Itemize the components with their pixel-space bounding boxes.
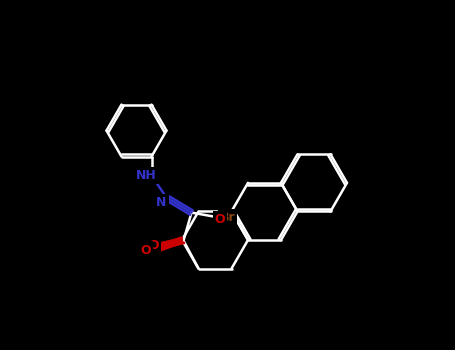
Text: Br: Br (220, 211, 235, 224)
Text: O: O (148, 239, 159, 252)
Text: NH: NH (136, 169, 157, 182)
Text: O: O (141, 244, 152, 257)
Text: O: O (215, 213, 225, 226)
Text: N: N (157, 196, 167, 209)
